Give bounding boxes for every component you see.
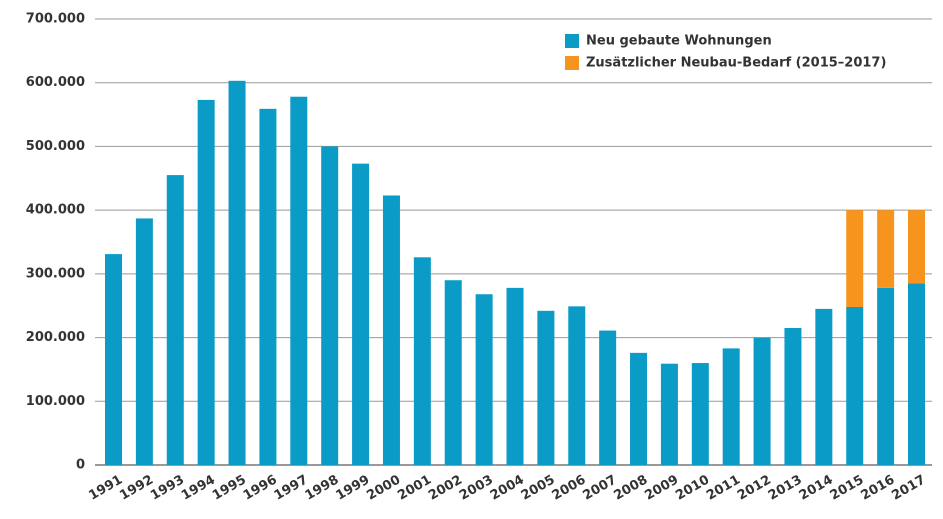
legend-swatch [565, 34, 579, 48]
bar-segment [722, 348, 740, 465]
x-tick-label: 2009 [642, 473, 681, 504]
y-tick-label: 600.000 [26, 75, 85, 90]
x-tick-label: 1995 [210, 473, 249, 504]
x-tick-label: 2002 [426, 473, 465, 504]
x-tick-label: 1991 [86, 473, 125, 504]
x-tick-label: 2004 [488, 473, 527, 504]
x-tick-label: 2017 [889, 473, 928, 504]
x-tick-label: 2003 [457, 473, 496, 504]
x-tick-label: 2012 [735, 473, 774, 504]
x-tick-label: 1992 [117, 473, 156, 504]
x-tick-label: 2013 [766, 473, 805, 504]
bar-segment [908, 283, 925, 465]
bar-segment [413, 257, 431, 465]
bar-segment [382, 195, 400, 465]
y-tick-label: 500.000 [26, 139, 85, 154]
x-tick-label: 1999 [333, 473, 372, 504]
y-tick-label: 200.000 [26, 330, 85, 345]
x-tick-label: 2016 [859, 473, 898, 504]
x-tick-label: 1994 [179, 473, 218, 504]
bar-segment [166, 175, 184, 465]
bar-segment [846, 306, 864, 465]
bar-segment [599, 330, 617, 465]
bar-segment [506, 287, 524, 465]
legend-label: Zusätzlicher Neubau-Bedarf (2015–2017) [586, 56, 886, 71]
bar-segment [784, 328, 802, 465]
x-tick-label: 1996 [241, 473, 280, 504]
bar-segment [444, 280, 462, 465]
x-tick-label: 2007 [581, 473, 620, 504]
bar-segment [475, 294, 493, 465]
bar-segment [321, 146, 339, 465]
bar-segment [753, 337, 771, 465]
x-tick-label: 2001 [395, 473, 434, 504]
x-tick-label: 2008 [611, 473, 650, 504]
bar-segment [537, 310, 555, 465]
x-tick-label: 2005 [519, 473, 558, 504]
bar-segment [660, 363, 678, 465]
bar-segment [228, 80, 246, 465]
bar-segment [877, 287, 895, 465]
y-tick-label: 100.000 [26, 394, 85, 409]
x-tick-label: 1998 [303, 473, 342, 504]
x-tick-label: 1997 [272, 473, 311, 504]
bar-segment [691, 363, 709, 465]
bar-segment [105, 254, 122, 465]
bar-segment [259, 108, 277, 465]
bar-segment [815, 308, 833, 465]
x-tick-label: 2006 [550, 473, 589, 504]
bar-segment [846, 210, 864, 307]
x-tick-label: 2010 [673, 473, 712, 504]
bar-segment [568, 306, 586, 465]
y-tick-label: 400.000 [26, 203, 85, 218]
x-tick-label: 1993 [148, 473, 187, 504]
bar-segment [135, 218, 153, 465]
y-tick-label: 300.000 [26, 266, 85, 281]
y-tick-label: 0 [76, 458, 85, 473]
x-tick-label: 2011 [704, 473, 743, 504]
x-tick-label: 2014 [797, 473, 836, 504]
bar-segment [877, 210, 895, 288]
bar-segment [352, 163, 370, 466]
legend-swatch [565, 56, 579, 70]
y-tick-label: 700.000 [26, 12, 85, 27]
legend-label: Neu gebaute Wohnungen [586, 34, 772, 49]
x-tick-label: 2000 [364, 473, 403, 504]
bar-segment [290, 96, 308, 465]
bar-segment [908, 210, 925, 284]
bar-segment [197, 99, 215, 465]
bar-segment [630, 352, 648, 465]
x-tick-label: 2015 [828, 473, 867, 504]
